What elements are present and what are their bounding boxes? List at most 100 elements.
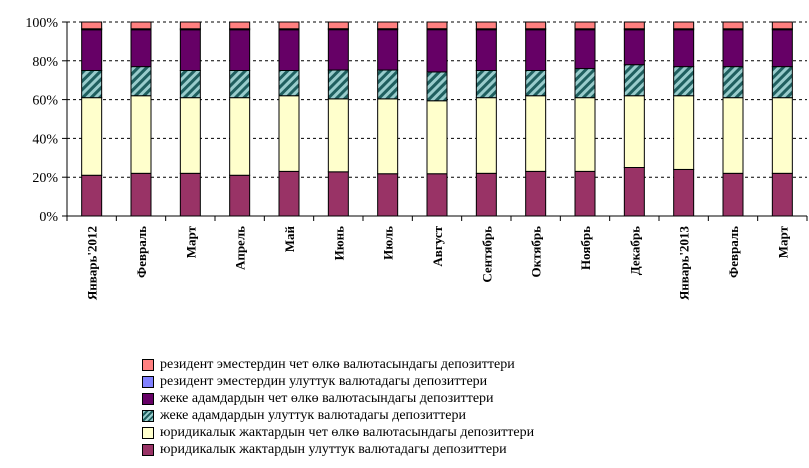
bar-segment-1-14 <box>722 172 744 217</box>
bar-segment-1-5 <box>278 170 300 217</box>
y-tick-label: 100% <box>25 16 58 31</box>
stacked-bar-chart: 0% 20% 40% 60% 80% 100% Январь'2012 Февраль Мар… <box>25 16 808 300</box>
y-tick-label: 20% <box>32 171 58 186</box>
x-tick-label: Ноябрь <box>578 226 593 270</box>
bar-segment-4-8 <box>426 29 448 73</box>
bar-segment-6-5 <box>278 21 300 30</box>
bar-segment-4-5 <box>278 29 300 72</box>
x-tick-label: Июнь <box>331 226 346 261</box>
x-tick-label: Октябрь <box>529 226 544 278</box>
bar-segment-2-9 <box>475 97 497 174</box>
bar-segment-6-3 <box>179 21 201 30</box>
y-tick-label: 60% <box>32 94 58 109</box>
bar-segment-2-6 <box>327 98 349 173</box>
legend-swatch <box>142 409 154 422</box>
bar-segment-6-9 <box>475 21 497 30</box>
legend-swatch <box>142 375 154 388</box>
bar-segment-3-11 <box>574 68 596 99</box>
bar-segment-2-3 <box>179 97 201 174</box>
bar-segment-1-6 <box>327 171 349 217</box>
y-tick-label: 0% <box>39 210 58 225</box>
bar-segment-4-11 <box>574 29 596 70</box>
x-tick-label: Сентябрь <box>479 226 494 283</box>
bar-segment-1-4 <box>229 174 251 217</box>
bar-segment-3-7 <box>377 69 399 100</box>
legend: резидент эместердин чет өлкө валютасында… <box>142 356 802 458</box>
legend-label: юридикалык жактардын чет өлкө валютасынд… <box>160 425 535 440</box>
bar-segment-6-13 <box>673 21 695 30</box>
bar-segment-3-13 <box>673 66 695 97</box>
bar-segment-2-10 <box>525 95 547 172</box>
bar-segment-3-2 <box>130 66 152 97</box>
bar-segment-6-2 <box>130 21 152 30</box>
bar-segment-1-15 <box>771 172 793 217</box>
x-tick-label: Февраль <box>134 226 149 278</box>
x-tick-label: Май <box>282 225 297 252</box>
bar-segment-6-6 <box>327 21 349 30</box>
bar-segment-3-15 <box>771 66 793 99</box>
x-tick-label: Апрель <box>233 226 248 270</box>
y-tick-label: 40% <box>32 132 58 147</box>
bar-segment-4-2 <box>130 29 152 68</box>
x-tick-label: Декабрь <box>627 226 642 275</box>
bar-segment-1-9 <box>475 172 497 217</box>
legend-label: жеке адамдардын чет өлкө валютасындагы д… <box>160 391 494 406</box>
x-tick-label: Январь'2012 <box>85 226 100 300</box>
bar-segment-3-6 <box>327 69 349 100</box>
bar-segment-6-14 <box>722 21 744 30</box>
bar-segment-4-9 <box>475 29 497 72</box>
bar-segment-4-15 <box>771 29 793 68</box>
bar-segment-2-12 <box>623 95 645 168</box>
legend-item: юридикалык жактардын улуттук валютадагы … <box>142 441 802 458</box>
bar-segment-3-10 <box>525 70 547 97</box>
bars <box>81 21 793 217</box>
bar-segment-6-10 <box>525 21 547 30</box>
legend-swatch <box>142 443 154 456</box>
bar-segment-4-7 <box>377 29 399 71</box>
bar-segment-4-10 <box>525 29 547 72</box>
x-tick-label: Март <box>183 225 198 258</box>
bar-segment-2-13 <box>673 95 695 170</box>
bar-segment-6-11 <box>574 21 596 30</box>
x-tick-label: Январь'2013 <box>677 226 692 301</box>
bar-segment-4-12 <box>623 29 645 66</box>
legend-label: резидент эместердин улуттук валютадагы д… <box>160 374 488 389</box>
bar-segment-6-15 <box>771 21 793 30</box>
bar-segment-2-8 <box>426 100 448 175</box>
bar-segment-3-14 <box>722 66 744 99</box>
bar-segment-3-3 <box>179 70 201 99</box>
bar-segment-4-6 <box>327 29 349 71</box>
x-tick-label: Февраль <box>726 226 741 278</box>
bar-segment-3-5 <box>278 70 300 97</box>
y-tick-label: 80% <box>32 55 58 70</box>
legend-item: жеке адамдардын чет өлкө валютасындагы д… <box>142 390 802 407</box>
bar-segment-6-12 <box>623 21 645 30</box>
bar-segment-2-4 <box>229 97 251 176</box>
bar-segment-1-11 <box>574 170 596 217</box>
bar-segment-6-8 <box>426 21 448 30</box>
x-tick-label: Март <box>775 225 790 258</box>
bar-segment-4-1 <box>81 29 103 72</box>
bar-segment-1-2 <box>130 172 152 217</box>
bar-segment-6-7 <box>377 21 399 30</box>
legend-label: юридикалык жактардын улуттук валютадагы … <box>160 442 507 457</box>
bar-segment-2-14 <box>722 97 744 174</box>
bar-segment-2-1 <box>81 97 103 176</box>
legend-label: жеке адамдардын улуттук валютадагы депоз… <box>160 408 466 423</box>
bar-segment-2-11 <box>574 97 596 172</box>
x-tick-label: Июль <box>381 226 396 260</box>
bar-segment-3-9 <box>475 70 497 99</box>
legend-swatch <box>142 392 154 405</box>
bar-segment-2-7 <box>377 98 399 175</box>
bar-segment-4-14 <box>722 29 744 68</box>
legend-item: жеке адамдардын улуттук валютадагы депоз… <box>142 407 802 424</box>
bar-segment-3-4 <box>229 70 251 99</box>
bar-segment-1-10 <box>525 170 547 217</box>
legend-item: резидент эместердин чет өлкө валютасында… <box>142 356 802 373</box>
x-tick-labels: Январь'2012 Февраль Март Апрель Май Июнь Июль А… <box>85 225 791 300</box>
bar-segment-2-5 <box>278 95 300 172</box>
bar-segment-1-12 <box>623 167 645 217</box>
bar-segment-4-3 <box>179 29 201 72</box>
bar-segment-3-8 <box>426 71 448 102</box>
bar-segment-1-3 <box>179 172 201 217</box>
